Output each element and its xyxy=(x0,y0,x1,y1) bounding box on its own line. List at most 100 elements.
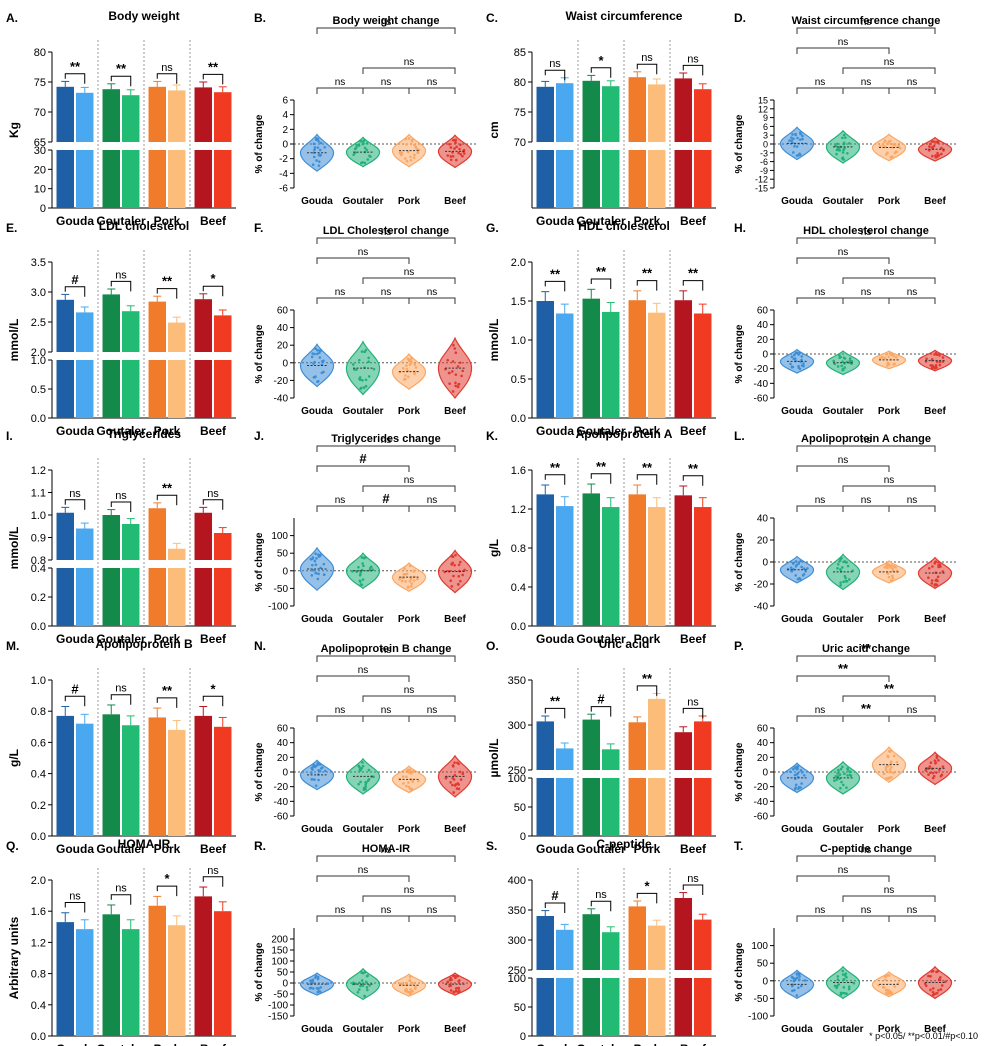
violin-point xyxy=(315,557,318,560)
y-tick-label: -20 xyxy=(274,376,289,387)
violin-point xyxy=(360,971,364,974)
violin-point xyxy=(369,155,372,158)
comparison-label: # xyxy=(359,451,367,466)
x-tick-label: Pork xyxy=(878,614,901,625)
sig-label: ns xyxy=(115,683,127,695)
bar-pork-post-lower xyxy=(648,978,666,1036)
violin-point xyxy=(452,574,455,578)
y-tick-label: 0 xyxy=(762,976,768,987)
violin-beef xyxy=(437,972,473,996)
sig-label: ns xyxy=(207,488,219,500)
violin-point xyxy=(834,774,838,778)
y-axis-label: % of change xyxy=(254,942,265,1001)
violin-point xyxy=(449,989,453,992)
bar-gouda-pre xyxy=(56,512,74,560)
bar-goutaler-post xyxy=(122,311,140,352)
violin-point xyxy=(882,772,886,776)
violin-point xyxy=(323,573,326,576)
violin-point xyxy=(790,365,794,369)
violin-point xyxy=(881,143,885,147)
bar-gouda-pre xyxy=(536,86,554,142)
y-tick-label: -50 xyxy=(274,584,289,595)
violin-point xyxy=(939,774,943,778)
comparison-bracket xyxy=(796,505,844,512)
violin-point xyxy=(309,558,313,561)
violin-point xyxy=(315,159,318,162)
y-tick-label: 20 xyxy=(757,753,769,764)
sig-label: ns xyxy=(687,53,699,65)
bar-pork-post-lower xyxy=(648,778,666,836)
violin-point xyxy=(409,772,413,775)
violin-point xyxy=(403,567,406,570)
violin-point xyxy=(359,387,362,390)
bar-beef-pre xyxy=(674,300,692,418)
y-tick-label: 400 xyxy=(508,875,526,887)
violin-point xyxy=(838,353,841,357)
violin-point xyxy=(358,765,361,769)
violin-point xyxy=(893,985,897,988)
bar-beef-pre xyxy=(674,898,692,970)
violin-point xyxy=(313,148,316,152)
violin-point xyxy=(845,561,848,564)
comparison-bracket xyxy=(362,715,410,722)
x-tick-label: Gouda xyxy=(56,424,94,438)
y-tick-label: 80 xyxy=(34,47,46,59)
bar-gouda-pre-lower xyxy=(536,978,554,1036)
violin-point xyxy=(454,384,457,388)
sig-label: ** xyxy=(208,59,219,74)
comparison-bracket xyxy=(796,915,844,922)
sig-label: ** xyxy=(596,264,607,279)
bar-goutaler-pre xyxy=(582,298,600,418)
panel-letter: L. xyxy=(734,429,745,443)
panel-letter: E. xyxy=(6,221,17,235)
x-tick-label: Pork xyxy=(154,842,181,856)
violin-point xyxy=(454,976,457,980)
y-axis-label: Arbitrary units xyxy=(7,916,21,999)
x-tick-label: Goutaler xyxy=(96,1042,146,1046)
panel-t: T. C-peptide change % of change-100 -50 0 50 1… xyxy=(734,839,958,1035)
y-tick-label: 0.4 xyxy=(31,1000,46,1012)
violin-point xyxy=(795,976,799,980)
sig-bracket xyxy=(64,286,86,297)
x-tick-label: Gouda xyxy=(536,842,574,856)
bar-gouda-pre xyxy=(56,86,74,142)
panel-e: E. LDL cholesterol mmol/L 2.0 2.5 3.0 3.5 0.0 0.… xyxy=(6,219,236,438)
violin-point xyxy=(795,994,799,997)
violin-point xyxy=(845,992,848,995)
y-tick-label: 40 xyxy=(277,323,289,334)
x-tick-label: Goutaler xyxy=(576,424,626,438)
violin-point xyxy=(836,772,839,775)
violin-point xyxy=(457,151,460,155)
violin-point xyxy=(928,145,931,148)
violin-point xyxy=(363,994,366,998)
x-tick-label: Beef xyxy=(444,196,466,207)
violin-point xyxy=(357,988,361,991)
bar-pork-post xyxy=(648,507,666,626)
violin-point xyxy=(840,556,843,560)
y-tick-label: 100 xyxy=(508,973,526,985)
violin-point xyxy=(408,363,412,367)
comparison-bracket xyxy=(796,47,890,54)
violin-point xyxy=(459,152,463,156)
x-tick-label: Beef xyxy=(924,1024,946,1035)
violin-point xyxy=(314,552,317,556)
sig-label: ns xyxy=(687,696,699,708)
violin-point xyxy=(453,347,457,350)
x-tick-label: Goutaler xyxy=(96,632,146,646)
panel-title: Uric acid xyxy=(599,637,650,651)
sig-label: # xyxy=(551,888,559,903)
violin-point xyxy=(446,358,450,362)
panel-title: Body weight change xyxy=(333,15,440,27)
violin-point xyxy=(842,986,846,989)
violin-point xyxy=(312,362,315,365)
y-tick-label: -15 xyxy=(755,184,768,194)
violin-point xyxy=(886,364,889,367)
violin-point xyxy=(313,146,317,149)
comparison-bracket xyxy=(888,505,936,512)
y-tick-label: 1.6 xyxy=(511,465,526,477)
x-tick-label: Pork xyxy=(634,424,661,438)
violin-point xyxy=(885,564,889,567)
bar-goutaler-pre-lower xyxy=(102,360,120,418)
violin-point xyxy=(365,142,369,145)
violin-point xyxy=(355,368,358,371)
